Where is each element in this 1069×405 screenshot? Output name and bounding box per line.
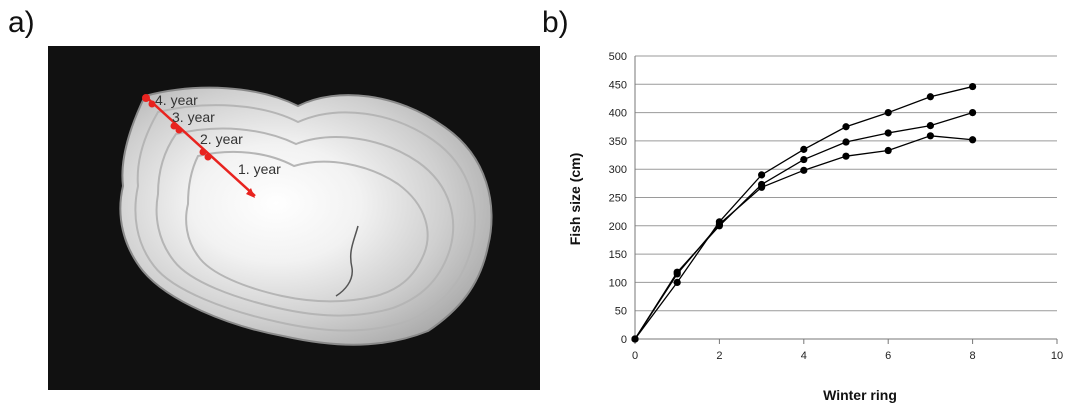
series-1 — [631, 82, 977, 343]
y-tick-label: 300 — [609, 164, 627, 176]
data-point — [842, 123, 850, 131]
x-tick-label: 0 — [632, 350, 638, 362]
y-tick-labels: 0 50 100 150 200 250 300 350 400 450 500 — [609, 51, 627, 346]
annotation-year-4: 4. year — [155, 92, 198, 108]
data-point — [884, 129, 892, 137]
series-line — [634, 85, 973, 340]
data-point — [631, 335, 639, 343]
axes — [634, 56, 1058, 344]
x-axis-title: Winter ring — [823, 387, 897, 403]
x-tick-label: 10 — [1051, 350, 1063, 362]
data-point — [800, 166, 808, 174]
x-tick-label: 2 — [716, 350, 722, 362]
y-tick-label: 100 — [609, 277, 627, 289]
data-point — [673, 278, 681, 286]
growth-rings — [134, 104, 476, 332]
data-point — [842, 152, 850, 160]
x-tick-label: 8 — [970, 350, 976, 362]
data-point — [926, 93, 934, 101]
data-point — [842, 138, 850, 146]
growth-chart: 0 50 100 150 200 250 300 350 400 450 500 0 2 4 6 8 10 F… — [567, 51, 1063, 403]
annotation-year-1: 1. year — [238, 161, 281, 177]
annotation-year-2: 2. year — [200, 131, 243, 147]
data-point — [884, 146, 892, 155]
x-tick-label: 4 — [801, 350, 807, 362]
x-tick-label: 6 — [885, 350, 891, 362]
data-point — [926, 132, 934, 140]
otolith-photo: 4. year 3. year 2. year 1. year — [48, 46, 540, 390]
data-point — [884, 109, 892, 117]
annotation-year-3: 3. year — [172, 109, 215, 125]
data-point — [758, 171, 766, 179]
panel-label-b: b) — [542, 6, 569, 39]
panel-label-a: a) — [8, 6, 35, 39]
data-point — [969, 82, 977, 91]
data-point — [800, 145, 808, 153]
y-tick-label: 450 — [609, 79, 627, 91]
data-point — [969, 136, 977, 144]
y-tick-label: 350 — [609, 136, 627, 148]
data-point — [800, 155, 808, 164]
y-tick-label: 0 — [621, 334, 627, 346]
grid-lines — [635, 55, 1057, 312]
y-tick-label: 500 — [609, 51, 627, 63]
data-point — [715, 220, 723, 228]
data-point — [758, 183, 766, 191]
y-tick-label: 200 — [609, 221, 627, 233]
y-tick-label: 400 — [609, 108, 627, 120]
y-axis-title: Fish size (cm) — [567, 153, 583, 246]
data-point — [926, 122, 934, 130]
crack-line — [335, 225, 359, 297]
series-3 — [631, 132, 977, 343]
y-tick-label: 150 — [609, 249, 627, 261]
series-line — [634, 135, 973, 340]
series-lines — [631, 82, 977, 343]
data-point — [673, 270, 681, 278]
y-tick-label: 250 — [609, 193, 627, 205]
data-point — [969, 109, 977, 117]
year-arrows — [142, 94, 256, 198]
x-tick-labels: 0 2 4 6 8 10 — [632, 350, 1063, 362]
y-tick-label: 50 — [615, 306, 627, 318]
